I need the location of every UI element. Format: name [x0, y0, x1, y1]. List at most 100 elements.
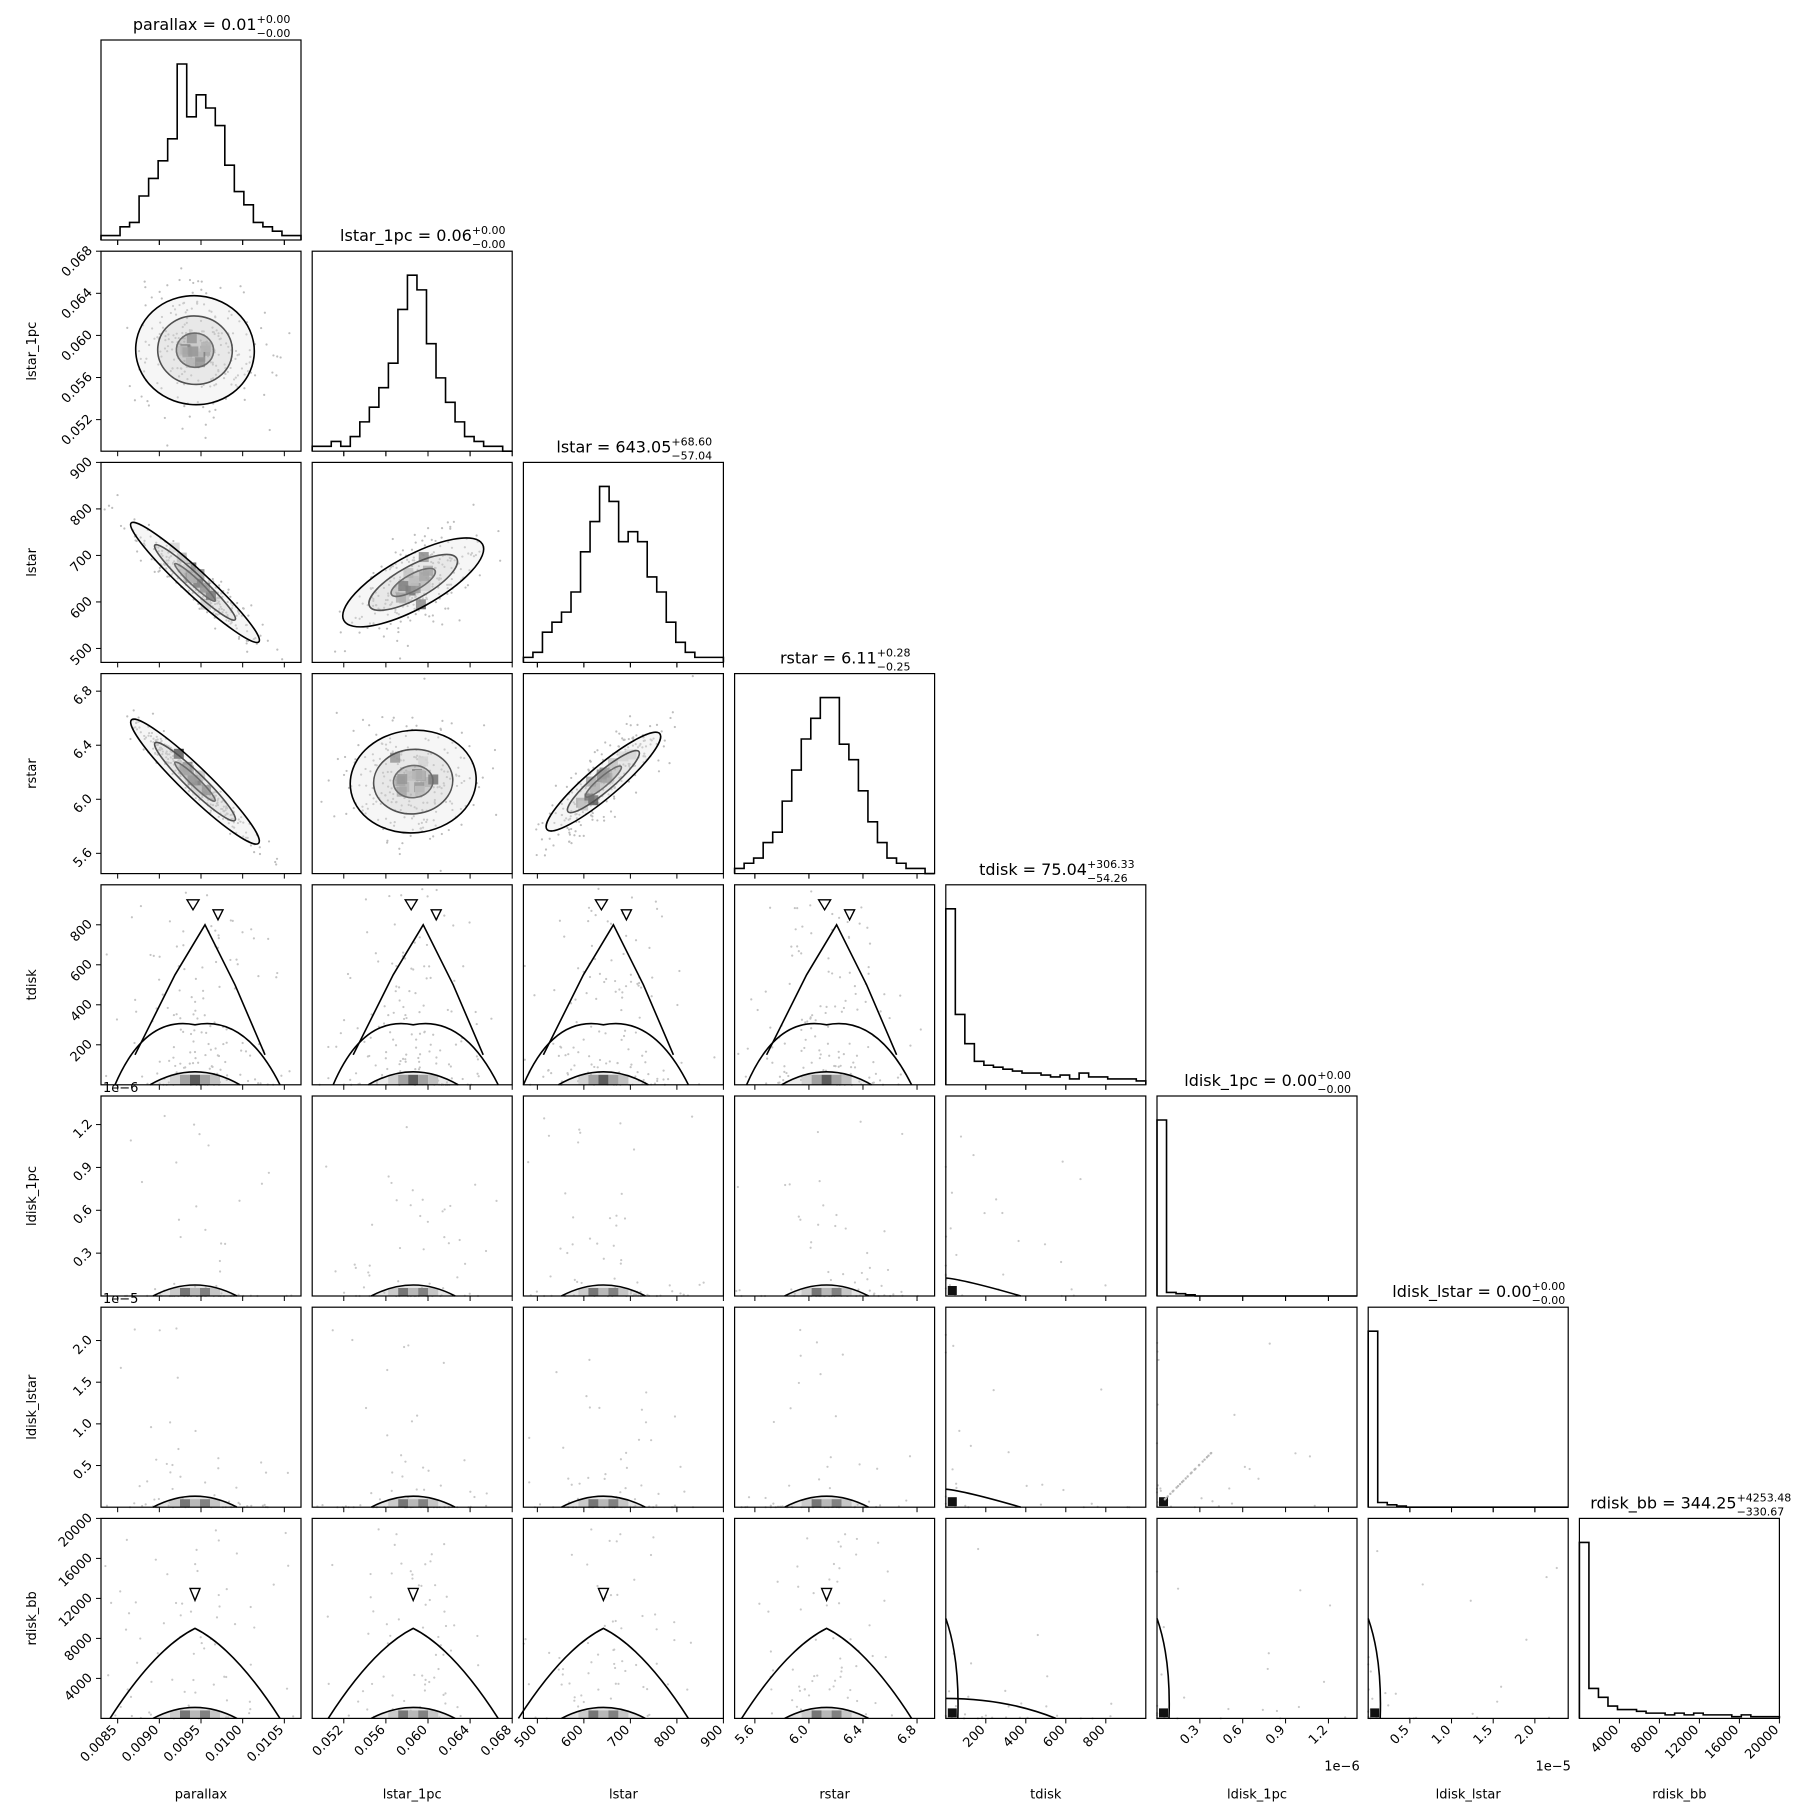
- sample-point: [810, 932, 813, 935]
- sample-point: [237, 610, 240, 613]
- sample-point: [250, 604, 253, 607]
- sample-point: [449, 559, 452, 562]
- sample-point: [428, 1282, 431, 1285]
- sample-point: [354, 1072, 358, 1075]
- sample-point: [248, 1700, 251, 1703]
- sample-point: [563, 935, 566, 938]
- sample-point: [491, 767, 495, 770]
- sample-point: [227, 619, 230, 623]
- sample-point: [450, 557, 453, 560]
- sample-point: [432, 551, 435, 554]
- sample-point: [426, 1220, 429, 1223]
- x-tick-label: 6.4: [841, 1723, 866, 1748]
- y-axis-label: ldisk_lstar: [25, 1374, 40, 1440]
- sample-point: [428, 615, 431, 618]
- axes-frame: [1578, 1517, 1781, 1720]
- sample-point: [375, 733, 378, 736]
- sample-point: [859, 1120, 862, 1123]
- contour-line: [134, 294, 256, 406]
- sample-point: [226, 1074, 229, 1077]
- sample-point: [240, 1049, 243, 1052]
- sample-point: [469, 553, 473, 556]
- sample-point: [476, 1072, 479, 1075]
- sample-point: [211, 577, 214, 581]
- sample-point: [119, 1590, 122, 1593]
- sample-point: [1267, 1652, 1270, 1655]
- sample-point: [476, 1634, 479, 1638]
- sample-point: [641, 1614, 644, 1618]
- sample-point: [400, 561, 404, 564]
- sample-point: [668, 1284, 671, 1287]
- sample-point: [883, 1230, 886, 1233]
- sample-point: [415, 724, 418, 727]
- sample-point: [614, 990, 617, 993]
- sample-point: [790, 945, 793, 948]
- contour-line: [620, 909, 633, 922]
- sample-point: [568, 833, 572, 836]
- sample-point: [205, 1031, 208, 1034]
- sample-point: [388, 568, 392, 571]
- sample-point: [425, 943, 429, 947]
- sample-point: [476, 1058, 480, 1061]
- density-cell: [201, 342, 212, 353]
- sample-point: [1100, 1388, 1103, 1391]
- sample-point: [389, 603, 393, 606]
- x-axis-label: rstar: [819, 1787, 850, 1802]
- sample-point: [231, 332, 235, 335]
- sample-point: [1227, 1707, 1230, 1711]
- sample-point: [461, 555, 464, 558]
- sample-point: [213, 332, 216, 336]
- sample-point: [386, 613, 389, 616]
- sample-point: [339, 1032, 342, 1035]
- sample-point: [413, 607, 416, 610]
- sample-point: [422, 1488, 426, 1491]
- sample-point: [241, 1041, 244, 1045]
- sample-point: [141, 1075, 144, 1078]
- sample-point: [854, 992, 857, 996]
- sample-point: [244, 1050, 248, 1053]
- sample-point: [368, 1274, 371, 1277]
- sample-point: [350, 621, 354, 624]
- sample-point: [169, 555, 173, 558]
- sample-point: [134, 998, 137, 1001]
- sample-point: [800, 1028, 803, 1032]
- sample-point: [620, 1038, 623, 1041]
- sample-point: [690, 1115, 694, 1118]
- sample-point: [1261, 1708, 1264, 1711]
- sample-point: [853, 1066, 857, 1069]
- x-offset-label: 1e−5: [1535, 1759, 1570, 1774]
- sample-point: [143, 544, 146, 547]
- sample-point: [686, 1688, 689, 1691]
- y-tick-label: 500: [68, 641, 96, 669]
- sample-point: [769, 1026, 772, 1029]
- contour-line: [341, 537, 485, 628]
- sample-point: [189, 1610, 193, 1613]
- sample-point: [615, 1224, 618, 1227]
- sample-point: [143, 539, 146, 542]
- axes-frame: [733, 1095, 936, 1297]
- sample-point: [356, 1027, 359, 1030]
- sample-point: [114, 1714, 117, 1717]
- sample-point: [816, 1674, 819, 1677]
- axes-frame: [945, 1095, 1147, 1297]
- sample-point: [410, 1033, 413, 1036]
- x-tick-label: 500: [512, 1723, 540, 1751]
- sample-point: [837, 1602, 841, 1605]
- sample-point: [660, 915, 664, 918]
- sample-point: [135, 539, 138, 543]
- sample-point: [160, 552, 163, 556]
- histogram-step-ldisk_1pc: [1156, 1119, 1357, 1297]
- sample-point: [150, 558, 153, 561]
- sample-point: [447, 1063, 451, 1066]
- sample-point: [624, 985, 628, 988]
- sample-point: [442, 1287, 445, 1290]
- y-tick-label: 900: [68, 455, 96, 483]
- sample-point: [587, 768, 590, 771]
- sample-point: [770, 1688, 773, 1691]
- sample-point: [415, 1488, 418, 1491]
- sample-point: [234, 357, 237, 360]
- sample-point: [549, 1275, 552, 1278]
- sample-point: [149, 1713, 152, 1716]
- contour-line: [561, 1495, 646, 1508]
- sample-point: [234, 383, 237, 387]
